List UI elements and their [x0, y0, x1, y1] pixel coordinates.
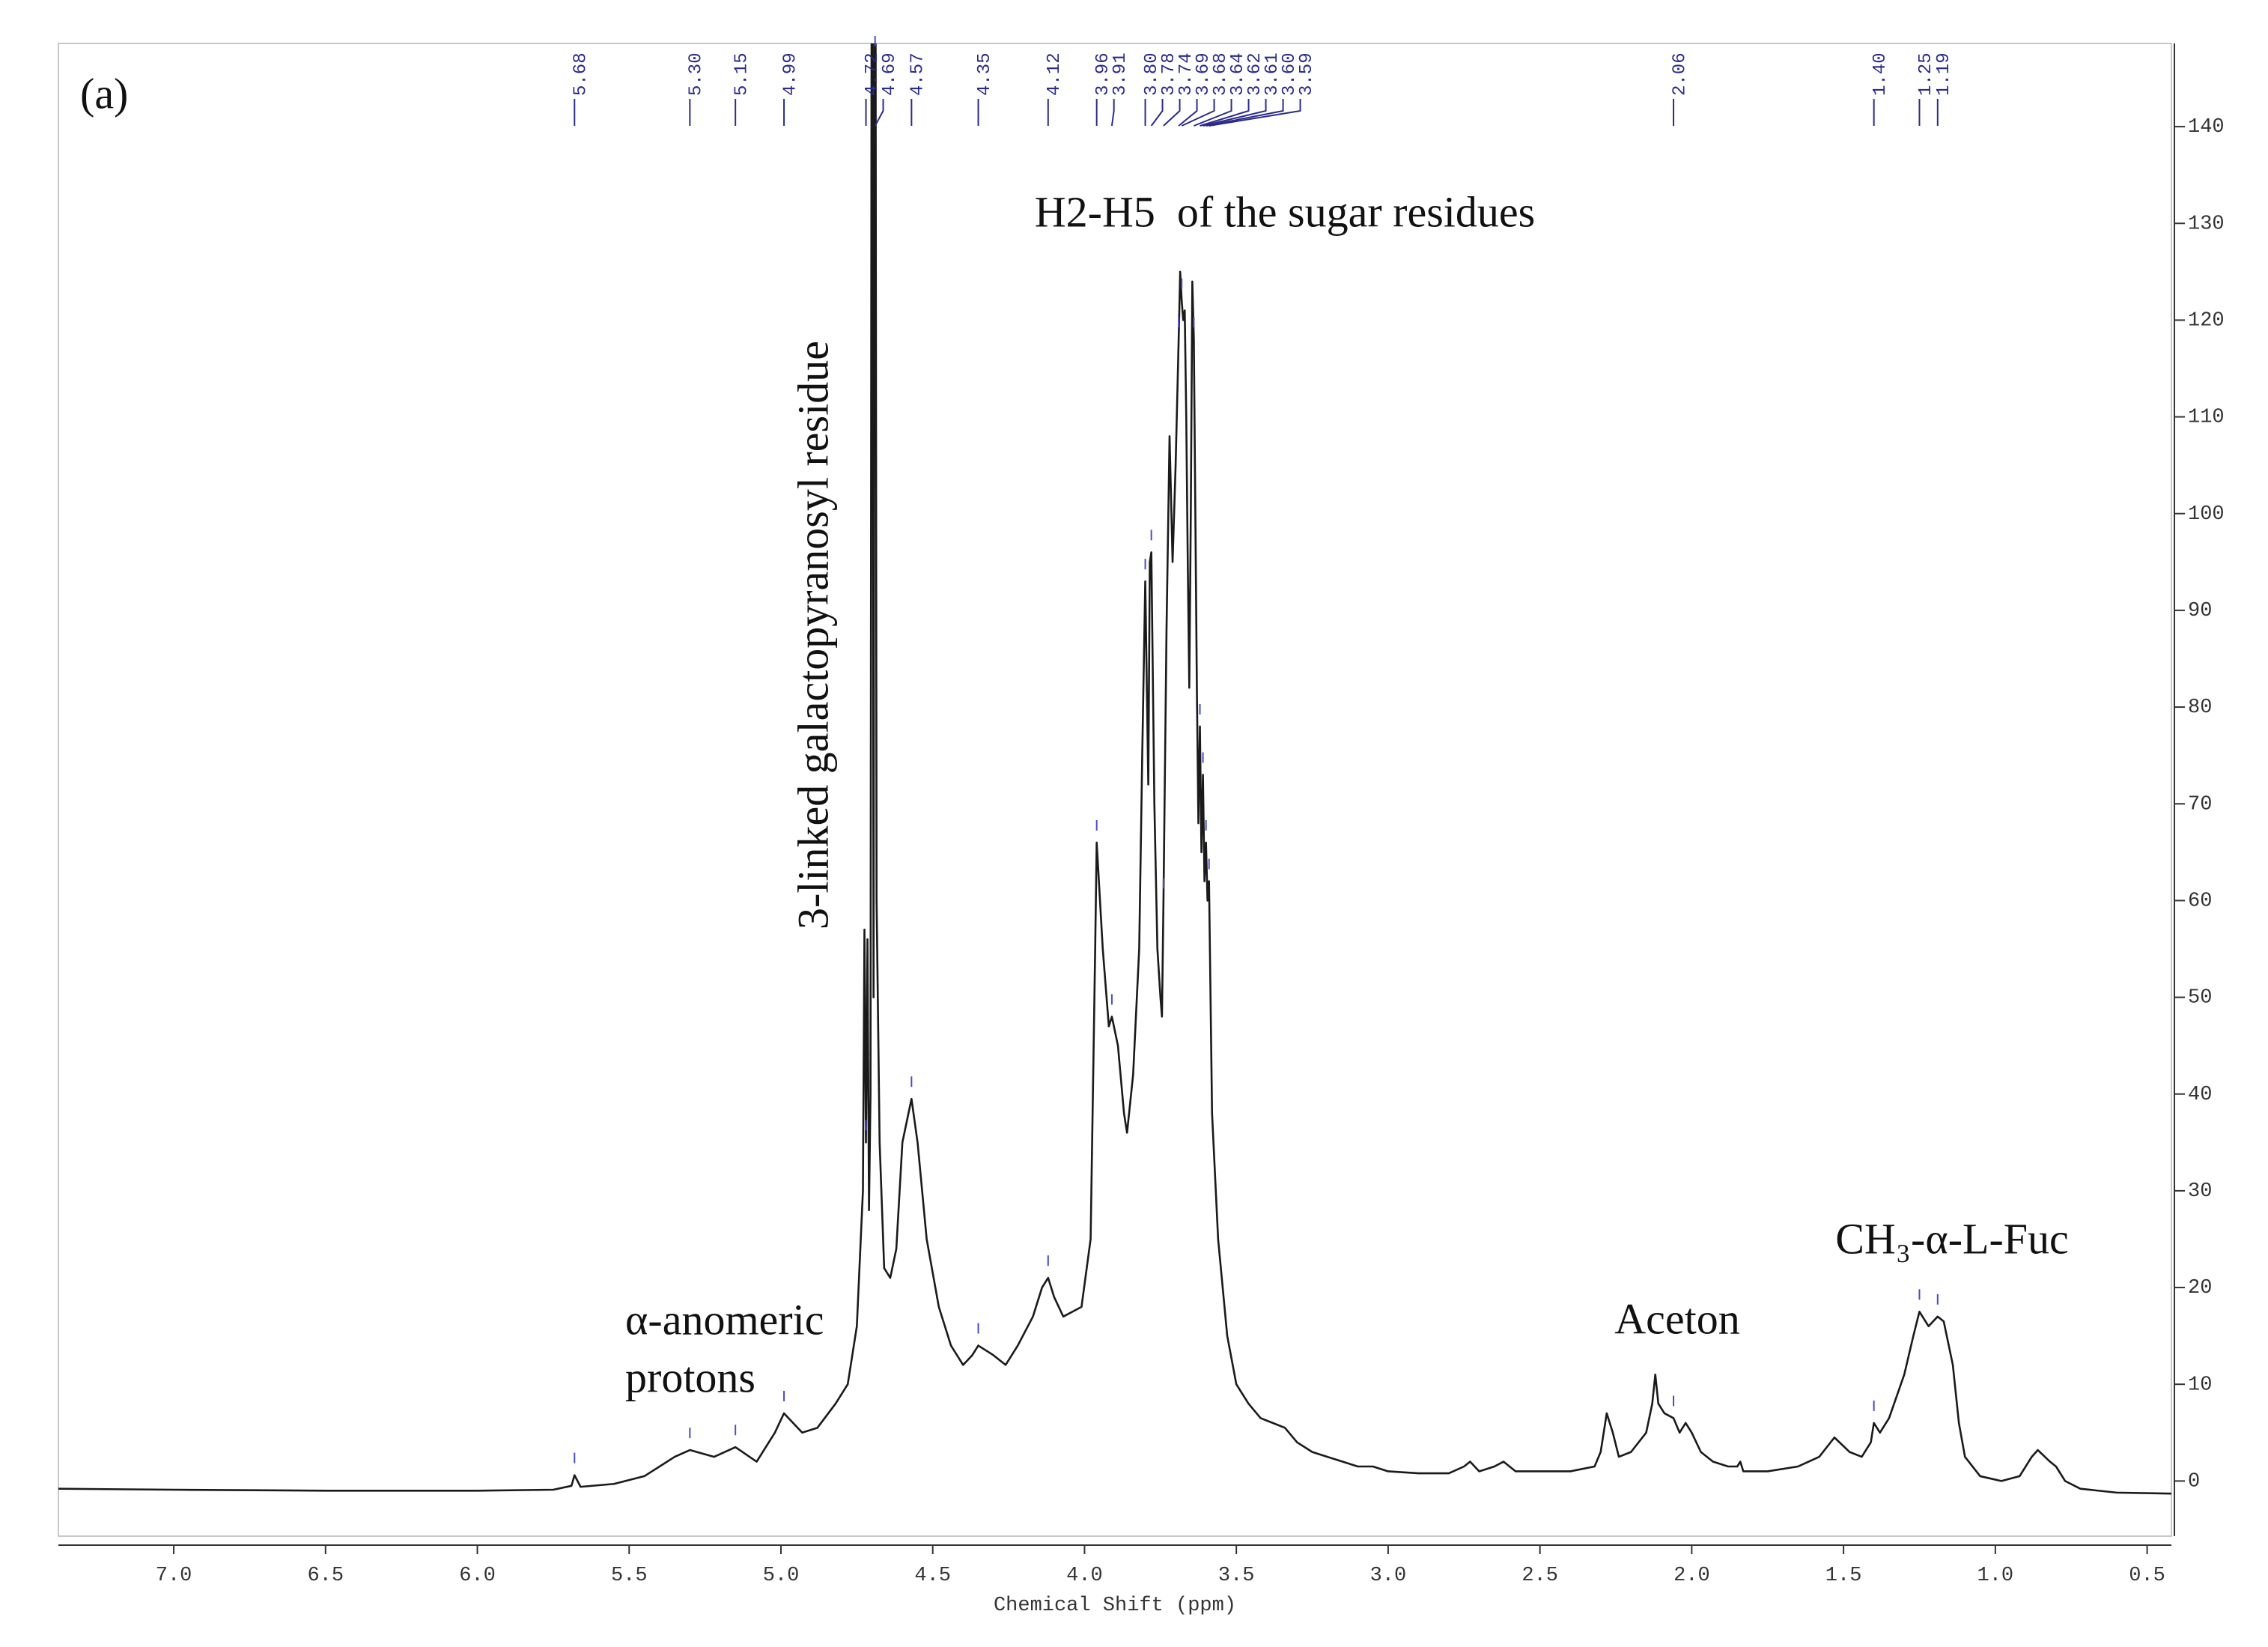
peak-leader	[874, 99, 884, 127]
y-tick-label: 140	[2188, 116, 2225, 139]
y-tick-label: 80	[2188, 697, 2212, 719]
x-tick-label: 0.5	[2129, 1565, 2165, 1587]
y-tick-label: 0	[2188, 1471, 2200, 1493]
peak-label: 4.35	[975, 52, 995, 96]
peak-label: 4.57	[908, 52, 928, 96]
annotation: protons	[625, 1353, 756, 1401]
peak-label: 1.40	[1870, 52, 1891, 96]
y-tick-label: 110	[2188, 407, 2225, 429]
x-tick-label: 7.0	[156, 1565, 192, 1587]
peak-label: 4.99	[780, 52, 800, 96]
y-tick-label: 40	[2188, 1084, 2212, 1106]
peak-label: 5.30	[687, 52, 707, 96]
x-tick-label: 3.5	[1218, 1565, 1255, 1587]
peak-label: 3.62	[1245, 52, 1265, 96]
peak-label: 1.19	[1934, 52, 1954, 96]
x-tick-label: 6.5	[307, 1565, 344, 1587]
annotation: H2-H5 of the sugar residues	[1035, 187, 1535, 236]
x-tick-label: 3.0	[1370, 1565, 1407, 1587]
peak-labels: 5.68 5.30 5.15 4.99 4.724.69 4.57 4.35 4.12 3.96…	[571, 36, 1954, 1464]
y-tick-label: 130	[2188, 213, 2225, 235]
y-tick-label: 50	[2188, 987, 2212, 1010]
peak-label: 3.59	[1297, 52, 1317, 96]
peak-label: 2.06	[1670, 52, 1690, 96]
x-axis-label: Chemical Shift (ppm)	[994, 1595, 1236, 1617]
peak-leader	[1203, 99, 1267, 127]
peak-label: 3.78	[1159, 52, 1179, 96]
peak-label: 3.69	[1194, 52, 1214, 96]
plot-frame	[58, 43, 2172, 1537]
annotation: α-anomeric	[625, 1295, 824, 1344]
y-tick-label: 90	[2188, 600, 2212, 622]
x-tick-label: 6.0	[459, 1565, 496, 1587]
annotation: 3-linked galactopyranosyl residue	[788, 341, 837, 929]
peak-label: 3.80	[1142, 52, 1162, 96]
y-tick-label: 30	[2188, 1180, 2212, 1203]
peak-label: 3.96	[1093, 52, 1113, 96]
peak-label: 3.68	[1211, 52, 1231, 96]
peak-label: 3.74	[1176, 52, 1197, 96]
peak-label: 3.61	[1262, 52, 1283, 96]
spectrum-line	[58, 43, 2171, 1495]
peak-leader	[1200, 99, 1250, 127]
x-tick-label: 2.5	[1521, 1565, 1558, 1587]
peak-label: 4.12	[1045, 52, 1065, 96]
x-tick-label: 1.0	[1977, 1565, 2014, 1587]
peak-leader	[1178, 99, 1198, 127]
peak-leader	[1194, 99, 1232, 127]
peak-leader	[1110, 99, 1115, 127]
annotation: CH₃-α-L-Fuc	[1835, 1214, 2069, 1263]
x-tick-label: 5.0	[763, 1565, 800, 1587]
y-tick-label: 60	[2188, 891, 2212, 913]
x-tick-label: 1.5	[1825, 1565, 1862, 1587]
x-tick-label: 4.5	[914, 1565, 951, 1587]
annotation: Aceton	[1614, 1294, 1740, 1343]
y-tick-label: 100	[2188, 503, 2225, 526]
peak-leader	[1181, 99, 1215, 127]
y-tick-label: 120	[2188, 310, 2225, 333]
y-tick-label: 10	[2188, 1374, 2212, 1396]
peak-leader	[1163, 99, 1181, 127]
peak-label: 3.91	[1110, 52, 1131, 96]
y-tick-label: 70	[2188, 793, 2212, 816]
peak-leader	[1209, 99, 1301, 127]
peak-label: 5.15	[732, 52, 753, 96]
peak-label: 1.25	[1916, 52, 1936, 96]
x-tick-label: 4.0	[1066, 1565, 1103, 1587]
x-tick-label: 2.0	[1673, 1565, 1710, 1587]
peak-label: 5.68	[571, 52, 592, 96]
x-tick-label: 5.5	[611, 1565, 648, 1587]
y-tick-label: 20	[2188, 1277, 2212, 1299]
panel-label: (a)	[80, 69, 128, 118]
peak-label: 3.60	[1280, 52, 1300, 96]
peak-leader	[1150, 99, 1164, 127]
peak-label: 4.69	[880, 52, 900, 96]
peak-label: 4.72	[863, 52, 883, 96]
peak-label: 3.64	[1228, 52, 1248, 96]
peak-leader	[1206, 99, 1284, 127]
